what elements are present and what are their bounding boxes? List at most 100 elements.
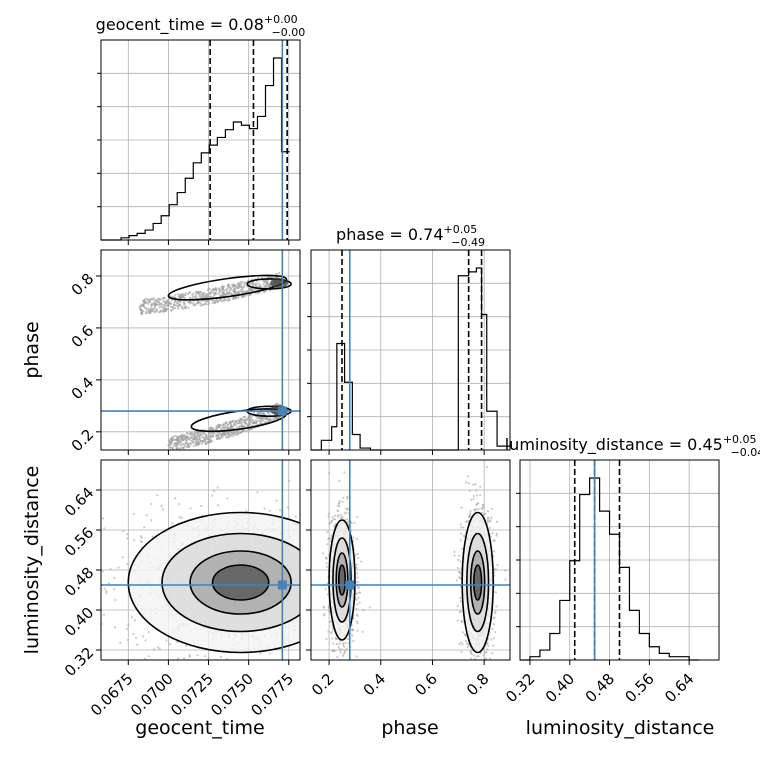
- scatter-point: [305, 624, 307, 626]
- scatter-point: [95, 580, 97, 582]
- scatter-point: [308, 598, 310, 600]
- scatter-point: [183, 294, 186, 297]
- scatter-point: [212, 489, 216, 493]
- scatter-point: [324, 630, 326, 632]
- scatter-point: [351, 628, 354, 631]
- scatter-point: [152, 648, 156, 651]
- scatter-point: [368, 614, 370, 616]
- scatter-point: [210, 289, 213, 292]
- scatter-point: [233, 290, 236, 293]
- scatter-point: [113, 588, 116, 591]
- scatter-point: [358, 544, 360, 546]
- scatter-point: [257, 419, 260, 422]
- scatter-point: [256, 491, 259, 494]
- scatter-point: [171, 446, 174, 449]
- scatter-point: [196, 291, 199, 294]
- scatter-point: [186, 292, 190, 295]
- scatter-point: [168, 439, 171, 443]
- scatter-point: [262, 411, 265, 414]
- scatter-point: [199, 295, 202, 299]
- scatter-point: [243, 281, 246, 285]
- scatter-point: [229, 421, 232, 424]
- scatter-point: [324, 598, 326, 600]
- scatter-point: [272, 418, 275, 421]
- scatter-point: [140, 312, 143, 316]
- scatter-point: [241, 295, 245, 298]
- scatter-point: [149, 298, 152, 301]
- scatter-point: [255, 283, 258, 286]
- scatter-point: [358, 619, 360, 621]
- scatter-point: [193, 432, 196, 435]
- scatter-point: [126, 638, 130, 642]
- scatter-point: [343, 651, 346, 654]
- scatter-point: [172, 444, 175, 448]
- scatter-point: [117, 566, 120, 569]
- scatter-point: [265, 418, 268, 421]
- scatter-point: [221, 285, 225, 288]
- scatter-point: [484, 657, 487, 660]
- scatter-point: [226, 284, 229, 287]
- scatter-point: [303, 585, 305, 587]
- x-tick-label: 0.0700: [127, 670, 177, 720]
- scatter-point: [246, 417, 249, 420]
- scatter-point: [322, 638, 324, 640]
- scatter-point: [346, 518, 349, 521]
- scatter-point: [195, 302, 198, 305]
- scatter-point: [224, 298, 227, 301]
- scatter-point: [342, 642, 345, 645]
- scatter-point: [136, 643, 139, 646]
- scatter-point: [215, 434, 218, 437]
- scatter-point: [489, 535, 493, 538]
- scatter-point: [321, 552, 325, 555]
- scatter-point: [355, 566, 358, 570]
- scatter-point: [178, 439, 182, 442]
- scatter-point: [113, 626, 117, 629]
- scatter-point: [360, 589, 362, 591]
- scatter-point: [303, 561, 305, 563]
- scatter-point: [330, 632, 333, 635]
- scatter-point: [185, 442, 189, 445]
- scatter-point: [162, 299, 165, 303]
- scatter-point: [303, 566, 305, 568]
- scatter-point: [352, 536, 355, 539]
- scatter-point: [172, 302, 176, 305]
- panel-title-phase: phase = 0.74+0.05 −0.49: [336, 223, 485, 249]
- scatter-point: [460, 532, 463, 535]
- scatter-point: [262, 279, 265, 282]
- scatter-point: [302, 527, 304, 529]
- scatter-point: [163, 297, 167, 300]
- scatter-point: [254, 419, 258, 422]
- scatter-point: [325, 565, 329, 568]
- scatter-point: [331, 649, 334, 652]
- scatter-point: [331, 637, 334, 640]
- scatter-point: [332, 642, 335, 645]
- scatter-point: [127, 623, 130, 627]
- scatter-point: [217, 287, 221, 290]
- scatter-point: [320, 590, 322, 592]
- scatter-point: [196, 654, 199, 657]
- scatter-point: [325, 524, 327, 526]
- contour: [328, 519, 356, 641]
- scatter-point: [334, 518, 337, 521]
- scatter-point: [248, 419, 251, 422]
- scatter-point: [203, 296, 206, 299]
- scatter-point: [147, 307, 150, 310]
- scatter-point: [488, 657, 492, 660]
- scatter-point: [320, 620, 322, 622]
- scatter-point: [170, 299, 173, 302]
- scatter-point: [170, 309, 173, 312]
- scatter-point: [152, 296, 156, 299]
- scatter-point: [190, 433, 193, 436]
- scatter-point: [268, 673, 270, 675]
- scatter-point: [367, 588, 369, 590]
- scatter-point: [217, 433, 220, 436]
- scatter-point: [462, 526, 465, 529]
- scatter-point: [325, 638, 328, 641]
- scatter-point: [186, 300, 190, 304]
- panel-geocent_time-luminosity_distance: 0.06750.07000.07250.07500.07750.320.400.…: [61, 459, 370, 720]
- title-minus: −0.00: [272, 26, 306, 39]
- scatter-point: [198, 436, 202, 439]
- scatter-point: [224, 431, 227, 434]
- scatter-point: [126, 533, 129, 536]
- scatter-point: [203, 655, 207, 658]
